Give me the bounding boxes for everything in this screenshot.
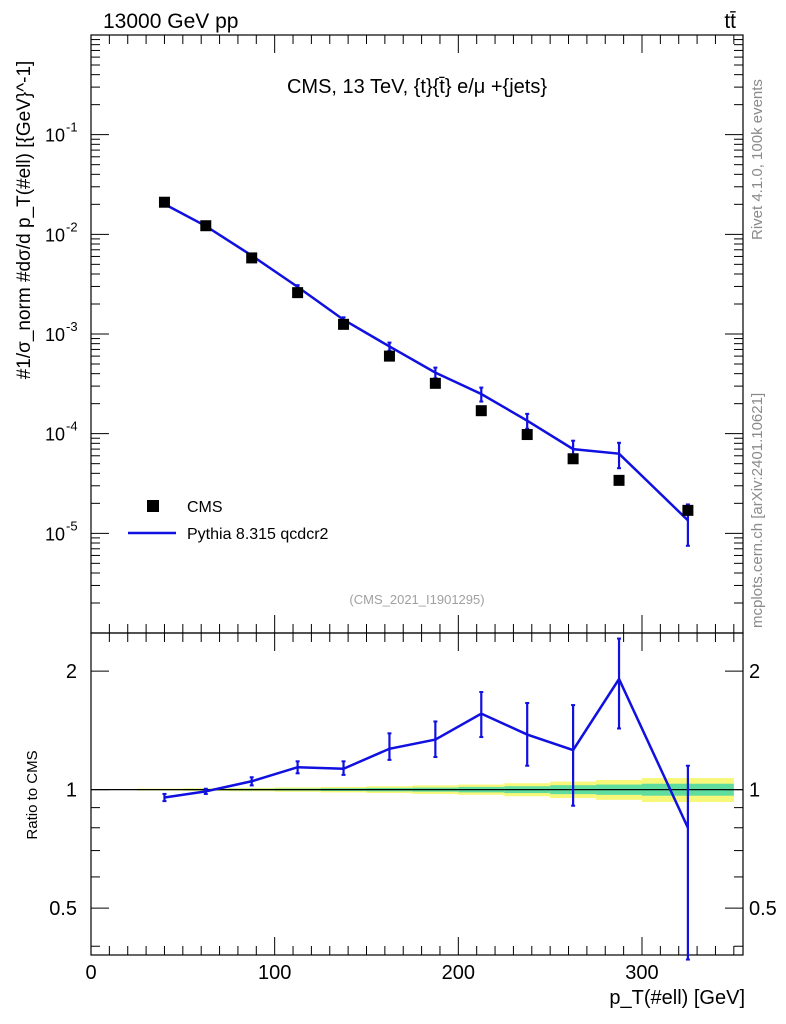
legend-cms-label: CMS xyxy=(187,499,223,516)
legend-pythia-label: Pythia 8.315 qcdcr2 xyxy=(187,526,329,543)
legend: CMS Pythia 8.315 qcdcr2 xyxy=(128,499,329,543)
main-panel: 10-510-410-310-210-1 CMS, 13 TeV, {t}{t̄… xyxy=(14,34,744,634)
ratio-ylabel: Ratio to CMS xyxy=(24,750,41,839)
xtick-label: 200 xyxy=(442,962,475,984)
rivet-label: Rivet 4.1.0, 100k events xyxy=(749,79,766,240)
ratio-panel: 0.5 0.5 1 1 2 2 0 100 200 300 Ratio to CMS p_T(#e… xyxy=(24,632,777,1009)
xtick-label: 300 xyxy=(625,962,658,984)
cms-point xyxy=(521,429,533,441)
ratio-ytick-label: 1 xyxy=(66,780,77,802)
cms-point xyxy=(682,504,694,516)
ratio-ytick-label-right: 2 xyxy=(749,661,760,683)
main-ytick-exponent: -2 xyxy=(66,219,78,234)
main-ytick-exponent: -5 xyxy=(66,518,78,533)
main-marks xyxy=(158,196,694,547)
collision-label: 13000 GeV pp xyxy=(103,10,238,33)
main-ytick-exponent: -1 xyxy=(66,120,78,135)
process-label: tt̄ xyxy=(724,10,736,33)
cms-point xyxy=(475,405,487,417)
main-ylabel: #1/σ_norm #dσ/d p_T(#ell) [{GeV}^-1] xyxy=(14,61,35,380)
pythia-line xyxy=(163,203,689,522)
cms-point xyxy=(338,318,350,330)
ratio-ytick-label-right: 1 xyxy=(749,780,760,802)
ratio-line xyxy=(164,676,690,829)
main-ytick-label: 10 xyxy=(45,325,65,345)
ratio-marks xyxy=(162,637,690,961)
ratio-ytick-label: 2 xyxy=(66,661,77,683)
x-axis-label: p_T(#ell) [GeV] xyxy=(609,987,745,1009)
cms-point xyxy=(158,196,170,208)
plot-title: CMS, 13 TeV, {t}{t̄} e/μ +{jets} xyxy=(287,76,547,98)
main-frame xyxy=(90,34,744,634)
analysis-watermark: (CMS_2021_I1901295) xyxy=(349,592,484,607)
mcplots-label: mcplots.cern.ch [arXiv:2401.10621] xyxy=(749,393,766,628)
cms-point xyxy=(567,453,579,465)
xtick-label: 0 xyxy=(85,962,96,984)
cms-point xyxy=(613,474,625,486)
cms-point xyxy=(383,350,395,362)
main-ytick-label: 10 xyxy=(45,524,65,544)
ratio-ticks: 0.5 0.5 1 1 2 2 0 100 200 300 xyxy=(49,633,777,984)
cms-point xyxy=(292,287,304,299)
main-ytick-exponent: -3 xyxy=(66,319,78,334)
main-ytick-label: 10 xyxy=(45,126,65,146)
main-ytick-label: 10 xyxy=(45,225,65,245)
ratio-ytick-label: 0.5 xyxy=(49,898,77,920)
ratio-ytick-label-right: 0.5 xyxy=(749,898,777,920)
cms-point xyxy=(429,377,441,389)
cms-point xyxy=(200,220,212,232)
xtick-label: 100 xyxy=(258,962,291,984)
main-ytick-label: 10 xyxy=(45,425,65,445)
cms-point xyxy=(246,252,258,264)
main-ticks: 10-510-410-310-210-1 xyxy=(45,35,743,634)
ratio-frame xyxy=(90,632,744,956)
main-ytick-exponent: -4 xyxy=(66,419,78,434)
legend-cms-marker xyxy=(147,500,159,512)
